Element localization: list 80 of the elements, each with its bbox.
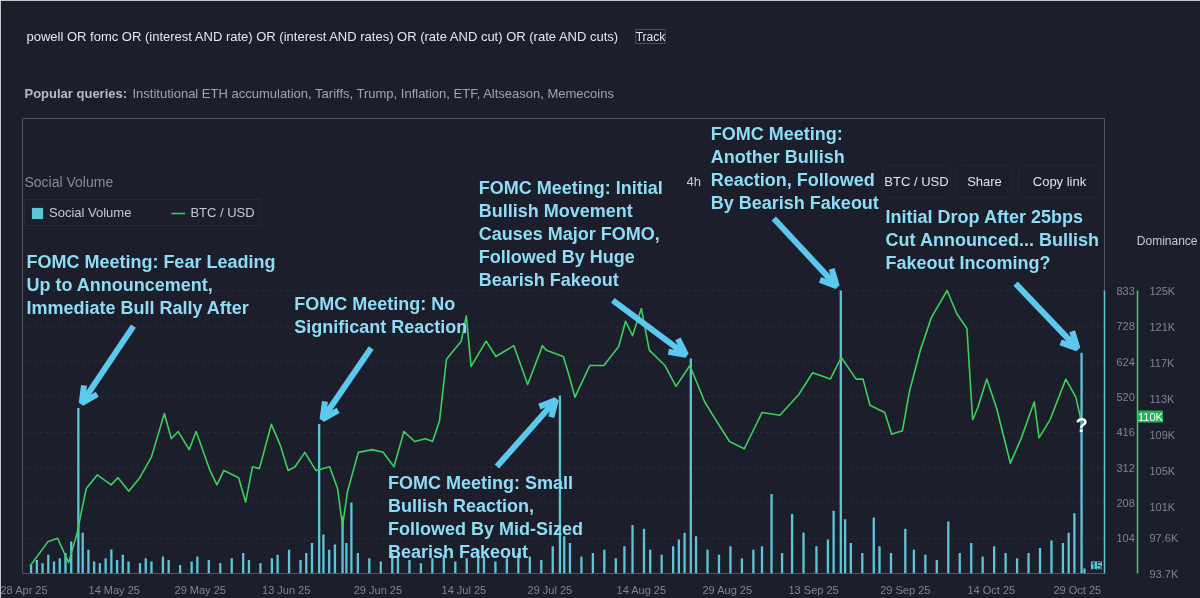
x-tick-label: 29 Oct 25 <box>1053 583 1102 596</box>
y-tick-label: 624 <box>1116 355 1135 368</box>
bar <box>623 546 626 574</box>
y-tick-label: 520 <box>1116 390 1135 403</box>
annotation: Initial Drop After 25bps Cut Announced... Bullish Fakeout Incoming? <box>885 206 1099 273</box>
y2-tick-label: 125K <box>1149 284 1176 297</box>
bar <box>832 510 835 574</box>
bar <box>770 494 773 574</box>
y-tick-label: 728 <box>1116 320 1135 333</box>
bar <box>299 559 302 574</box>
text: Popular queries: <box>24 86 128 101</box>
y2-tick-label: 101K <box>1149 501 1176 514</box>
bar <box>431 558 434 574</box>
y2-tick-label: 93.7K <box>1149 567 1179 580</box>
bar <box>729 546 732 574</box>
text: BTC / USD <box>884 174 949 189</box>
text: Copy link <box>1032 174 1087 189</box>
bar <box>190 561 193 574</box>
bar <box>706 549 709 574</box>
y2-tick-label: 109K <box>1149 429 1176 442</box>
bar <box>322 534 325 574</box>
bar <box>104 558 107 574</box>
x-tick-label: 14 Oct 25 <box>967 583 1016 596</box>
annotation: 15 <box>1090 560 1103 572</box>
y-tick-label: 416 <box>1116 426 1135 439</box>
y-tick-label: 104 <box>1116 532 1135 545</box>
bar <box>87 549 90 574</box>
text: powell OR fomc OR (interest AND rate) OR (interest AND rates) OR (rate AND cut) OR (rate AND cuts) <box>26 29 619 44</box>
x-tick-label: 29 Jul 25 <box>527 583 573 596</box>
bar <box>77 408 80 574</box>
bar <box>815 546 818 574</box>
bar <box>683 532 686 574</box>
bar <box>276 554 279 574</box>
bar <box>752 549 755 574</box>
text: Share <box>967 174 1002 189</box>
text: Track <box>635 29 667 44</box>
y2-tick-label: 97.6K <box>1149 532 1179 545</box>
annotation: FOMC Meeting: Fear Leading Up to Announcement, Immediate Bull Rally After <box>26 252 276 319</box>
bar <box>631 524 634 574</box>
x-tick-label: 28 Apr 25 <box>0 583 48 596</box>
bar <box>802 532 805 574</box>
y-tick-label: 312 <box>1116 461 1135 474</box>
bar <box>924 554 927 574</box>
bar <box>350 502 353 574</box>
bar <box>1004 553 1007 574</box>
x-tick-label: 29 Aug 25 <box>702 583 753 596</box>
text: 110K <box>1138 410 1164 423</box>
bar <box>1050 540 1053 574</box>
x-tick-label: 13 Sep 25 <box>788 583 839 596</box>
bar <box>41 563 44 574</box>
x-tick-label: 14 May 25 <box>88 583 140 596</box>
y2-tick-label: 113K <box>1149 393 1176 405</box>
x-tick-label: 29 May 25 <box>174 583 226 596</box>
legend-label: Social Volume <box>49 205 132 220</box>
y2-tick-label: 121K <box>1149 320 1176 333</box>
x-tick-label: 14 Aug 25 <box>616 583 667 596</box>
bar <box>878 546 881 574</box>
legend-label: BTC / USD <box>190 205 255 220</box>
y-tick-label: 833 <box>1116 284 1135 297</box>
x-tick-label: 29 Jun 25 <box>353 583 403 596</box>
chart-title: Social Volume <box>24 173 114 190</box>
y-tick-label: 208 <box>1116 496 1135 509</box>
bar <box>150 561 153 574</box>
y2-tick-label: 117K <box>1149 356 1176 369</box>
bar <box>494 561 497 574</box>
bar <box>580 556 583 574</box>
bar <box>408 559 411 574</box>
bar <box>259 563 262 574</box>
text: Institutional ETH accumulation, Tariffs, Trump, Inflation, ETF, Altseason, Memecoins <box>132 86 615 101</box>
y2-tick-label: 105K <box>1149 465 1176 478</box>
bar <box>1027 553 1030 574</box>
annotation: FOMC Meeting: Another Bullish Reaction, Followed By Bearish Fakeout <box>710 123 879 213</box>
annotation: FOMC Meeting: Initial Bullish Movement Causes Major FOMO, Followed By Huge Bearish Fakeout <box>478 178 663 291</box>
bar <box>127 561 130 574</box>
bar <box>1073 513 1076 574</box>
x-tick-label: 13 Jun 25 <box>262 583 311 596</box>
text: 4h <box>686 174 701 189</box>
x-tick-label: 29 Sep 25 <box>880 583 931 596</box>
x-tick-label: 14 Jul 25 <box>441 583 487 596</box>
text: Dominance <box>1136 233 1198 248</box>
